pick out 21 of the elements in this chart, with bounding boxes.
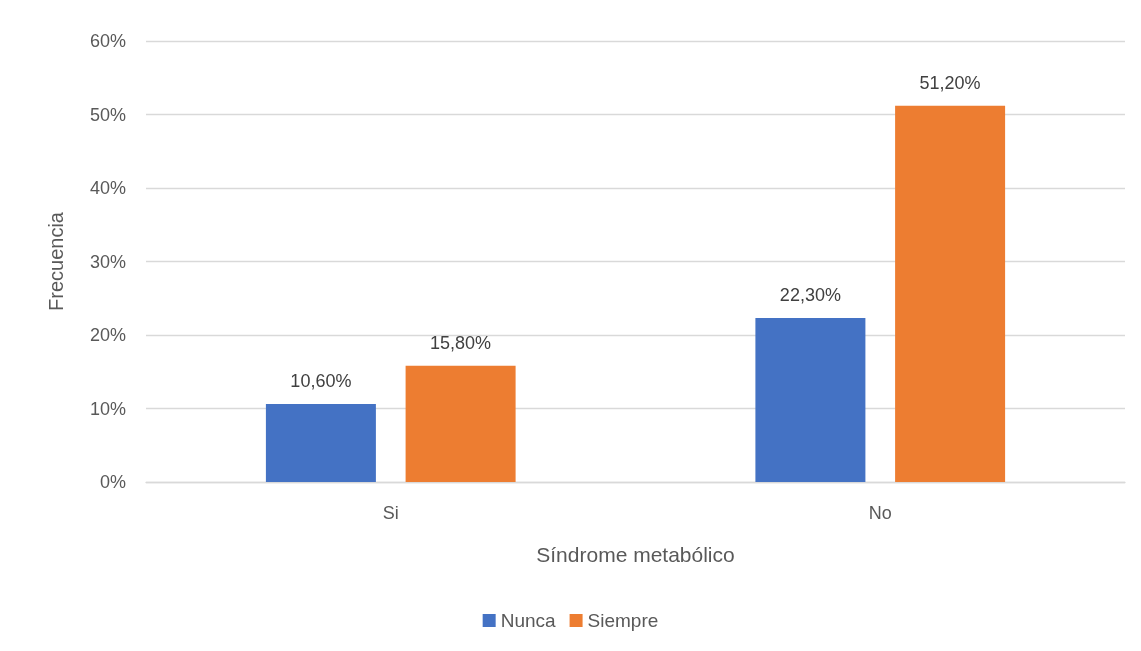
y-tick-label: 20% (89, 325, 126, 345)
y-tick-label: 60% (89, 31, 126, 51)
x-tick-label: No (868, 503, 892, 523)
bar (755, 318, 866, 482)
x-tick-label: Si (382, 503, 399, 523)
data-label: 22,30% (779, 285, 841, 306)
y-tick-label: 50% (89, 104, 126, 125)
bar (895, 105, 1006, 482)
y-tick-label: 30% (89, 251, 126, 272)
x-axis-title: Síndrome metabólico (536, 543, 735, 566)
bar (265, 404, 376, 482)
y-tick-label: 10% (89, 398, 126, 419)
legend-label: Nunca (500, 610, 557, 631)
data-label: 51,20% (919, 72, 981, 93)
legend-label: Siempre (587, 610, 659, 631)
bar (405, 365, 516, 482)
data-label: 15,80% (430, 332, 492, 353)
y-axis-title: Frecuencia (45, 211, 67, 311)
data-label: 10,60% (290, 371, 352, 392)
y-tick-label: 0% (99, 472, 126, 492)
y-tick-label: 40% (89, 178, 126, 198)
